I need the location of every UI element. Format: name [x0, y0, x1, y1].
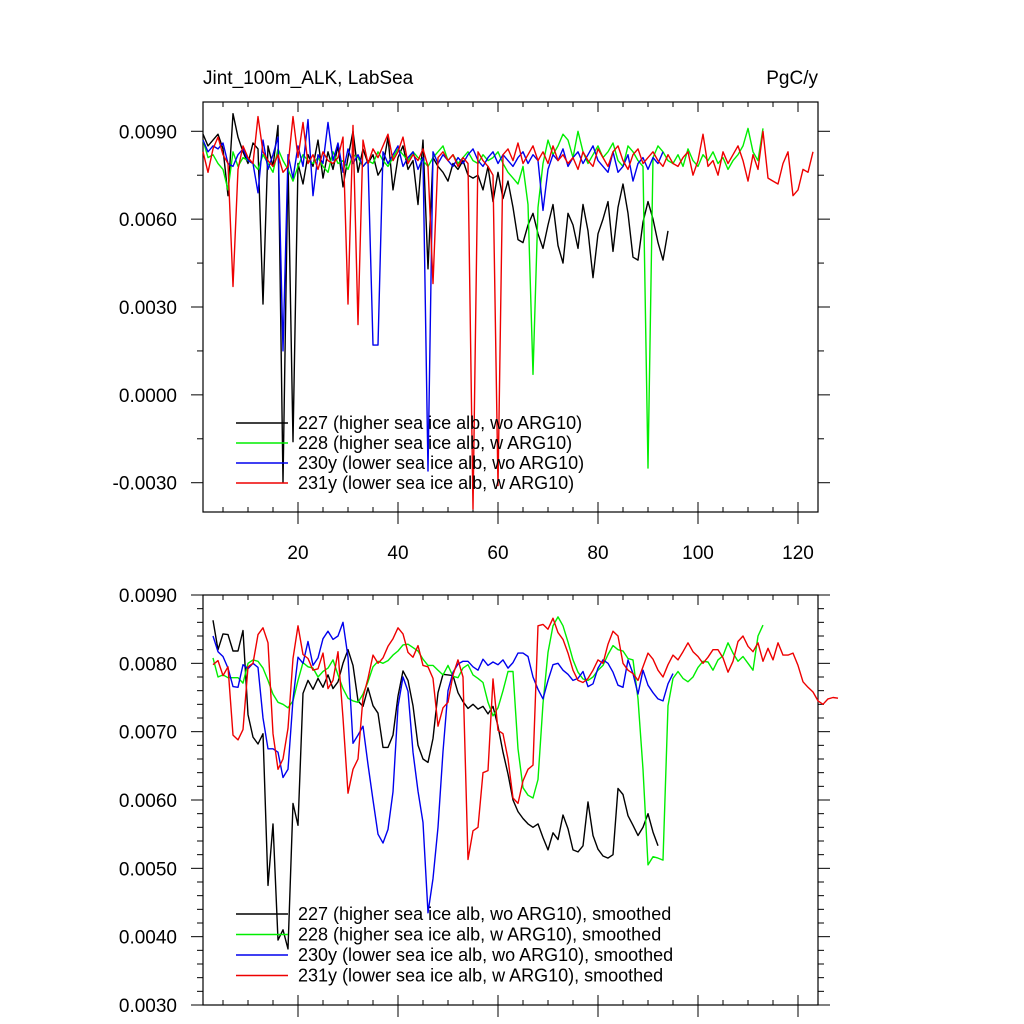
legend-label: 227 (higher sea ice alb, wo ARG10)	[298, 413, 582, 433]
series-line-227	[202, 112, 669, 484]
series-line-231y	[202, 115, 814, 510]
y-tick-label: 0.0090	[119, 586, 177, 607]
top-panel: Jint_100m_ALK, LabSea PgC/y 20 40 60 80 100 1…	[113, 68, 830, 564]
x-tick-label: 60	[487, 543, 508, 564]
bottom-axis-ticks: 0.0030 0.0040 0.0050 0.0060 0.0070 0.0080 0.00…	[119, 586, 830, 1017]
y-tick-label: 0.0090	[119, 122, 177, 143]
x-tick-label: 120	[782, 543, 814, 564]
legend-label: 228 (higher sea ice alb, w ARG10), smoot…	[298, 925, 661, 945]
y-tick-label: -0.0030	[113, 474, 177, 495]
y-tick-label: 0.0070	[119, 723, 177, 744]
x-tick-label: 100	[682, 543, 714, 564]
y-tick-label: 0.0000	[119, 386, 177, 407]
top-legend: 227 (higher sea ice alb, wo ARG10)228 (h…	[236, 413, 584, 493]
y-tick-label: 0.0040	[119, 928, 177, 949]
legend-label: 231y (lower sea ice alb, w ARG10), smoot…	[298, 966, 663, 986]
top-axis-ticks: 20 40 60 80 100 120 -0.0030 0.0000 0.0030 0.0060 0…	[113, 102, 830, 564]
bottom-legend: 227 (higher sea ice alb, wo ARG10), smoo…	[236, 904, 673, 986]
top-series-group	[202, 112, 814, 510]
legend-label: 227 (higher sea ice alb, wo ARG10), smoo…	[298, 904, 671, 924]
legend-label: 230y (lower sea ice alb, wo ARG10), smoo…	[298, 945, 673, 965]
top-panel-title: Jint_100m_ALK, LabSea	[203, 68, 414, 89]
y-tick-label: 0.0080	[119, 654, 177, 675]
y-tick-label: 0.0050	[119, 859, 177, 880]
series-line-230y-smoothed	[212, 621, 674, 914]
legend-label: 230y (lower sea ice alb, wo ARG10)	[298, 453, 584, 473]
series-line-228	[202, 127, 764, 469]
y-tick-label: 0.0030	[119, 996, 177, 1017]
bottom-panel: 0.0030 0.0040 0.0050 0.0060 0.0070 0.0080 0.00…	[119, 586, 839, 1017]
x-tick-label: 80	[587, 543, 608, 564]
series-line-228-smoothed	[212, 616, 764, 866]
series-line-231y-smoothed	[212, 617, 839, 861]
top-panel-units: PgC/y	[766, 68, 818, 89]
y-tick-label: 0.0060	[119, 791, 177, 812]
legend-label: 228 (higher sea ice alb, w ARG10)	[298, 433, 572, 453]
y-tick-label: 0.0060	[119, 210, 177, 231]
y-tick-label: 0.0030	[119, 298, 177, 319]
bottom-series-group	[212, 616, 839, 950]
series-line-227-smoothed	[212, 620, 659, 950]
x-tick-label: 40	[387, 543, 408, 564]
x-tick-label: 20	[287, 543, 308, 564]
legend-label: 231y (lower sea ice alb, w ARG10)	[298, 473, 574, 493]
